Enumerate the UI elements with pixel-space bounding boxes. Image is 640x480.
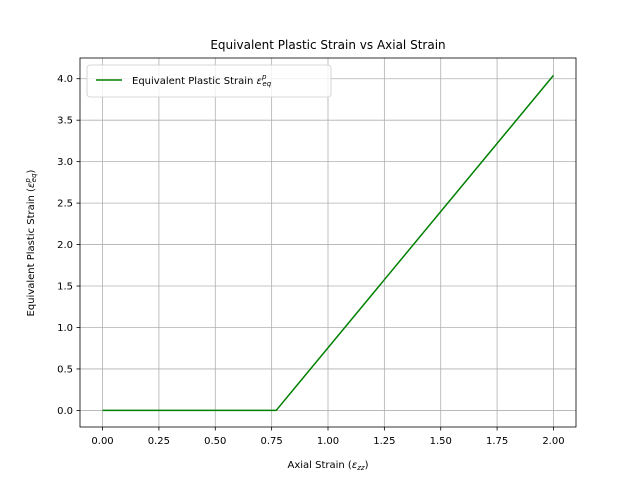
- legend-label-superscript: p: [261, 73, 267, 81]
- x-tick-label: 1.25: [373, 436, 395, 447]
- x-axis-label-suffix: ): [365, 460, 369, 471]
- y-tick-label: 0.5: [57, 364, 73, 375]
- x-tick-label: 0.00: [91, 436, 113, 447]
- y-tick-label: 1.0: [57, 323, 73, 334]
- y-tick-label: 3.5: [57, 116, 73, 127]
- legend-label-prefix: Equivalent Plastic Strain: [132, 76, 257, 87]
- x-axis-label: Axial Strain (εzz): [288, 460, 369, 472]
- y-axis-label-symbol: ε: [26, 182, 37, 188]
- legend: Equivalent Plastic Strain εp eq: [86, 64, 332, 98]
- x-tick-label: 0.50: [204, 436, 226, 447]
- y-axis-label: Equivalent Plastic Strain (εpeq): [24, 169, 38, 316]
- legend-entry-label: Equivalent Plastic Strain εp eq: [132, 73, 272, 88]
- y-axis-label-prefix: Equivalent Plastic Strain (: [26, 188, 37, 317]
- y-axis-label-subscript: eq: [30, 173, 38, 182]
- x-axis-ticks: 0.00 0.25 0.50 0.75 1.00 1.25 1.50 1.75 2.00: [91, 427, 565, 447]
- x-tick-label: 0.25: [148, 436, 170, 447]
- y-axis-label-suffix: ): [26, 169, 37, 173]
- plot-frame: [79, 57, 577, 428]
- chart-title: Equivalent Plastic Strain vs Axial Strai…: [210, 38, 445, 52]
- x-axis-label-subscript: zz: [356, 464, 365, 472]
- y-tick-label: 0.0: [57, 406, 73, 417]
- legend-label-symbol: ε: [257, 76, 263, 87]
- y-tick-label: 2.5: [57, 199, 73, 210]
- y-tick-label: 4.0: [57, 74, 73, 85]
- x-tick-label: 1.75: [486, 436, 508, 447]
- x-axis-label-symbol: ε: [352, 460, 358, 471]
- legend-label-subscript: eq: [262, 80, 271, 88]
- y-axis-ticks: 0.0 0.5 1.0 1.5 2.0 2.5 3.0 3.5 4.0: [57, 74, 80, 417]
- x-axis-label-prefix: Axial Strain (: [288, 460, 352, 471]
- x-tick-label: 1.00: [317, 436, 339, 447]
- y-tick-label: 2.0: [57, 240, 73, 251]
- y-tick-label: 3.0: [57, 157, 73, 168]
- y-tick-label: 1.5: [57, 282, 73, 293]
- legend-box: [86, 64, 332, 98]
- x-tick-label: 2.00: [542, 436, 564, 447]
- series-line-equivalent-plastic-strain: [102, 74, 555, 412]
- x-tick-label: 0.75: [261, 436, 283, 447]
- x-tick-label: 1.50: [430, 436, 452, 447]
- series-layer: [102, 74, 555, 412]
- y-axis-label-superscript: p: [24, 178, 32, 184]
- grid: [80, 58, 576, 427]
